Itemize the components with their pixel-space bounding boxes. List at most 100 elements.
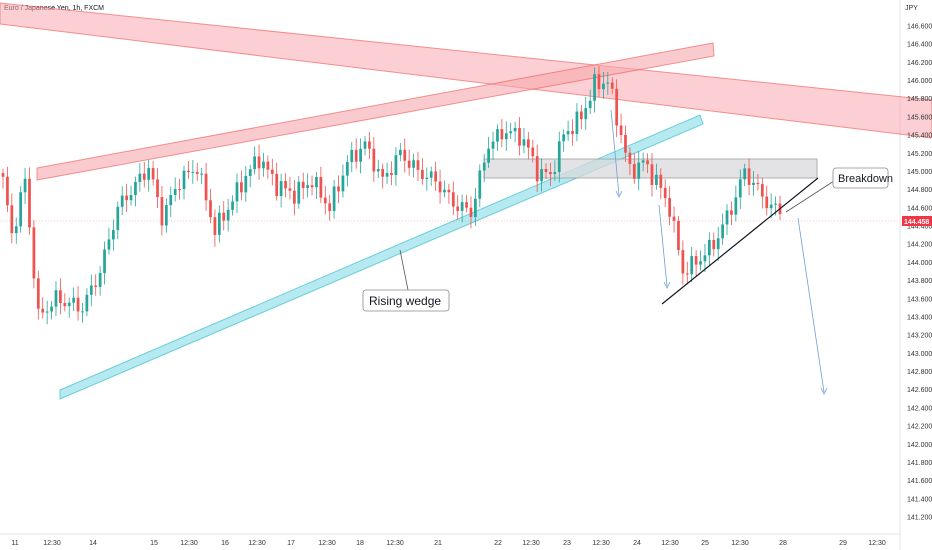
candle-down[interactable]: [610, 82, 614, 89]
candle-up[interactable]: [14, 226, 18, 234]
projection-arrow-1[interactable]: [610, 109, 620, 196]
candle-down[interactable]: [712, 239, 716, 250]
candle-down[interactable]: [526, 139, 530, 148]
candle-up[interactable]: [235, 182, 239, 202]
candle-up[interactable]: [588, 100, 592, 109]
candle-up[interactable]: [584, 108, 588, 120]
candle-down[interactable]: [500, 129, 504, 140]
candle-up[interactable]: [425, 177, 429, 179]
candle-up[interactable]: [721, 224, 724, 239]
candle-up[interactable]: [169, 195, 173, 206]
rising-wedge-callout-box[interactable]: [362, 289, 450, 312]
wedge-lower-band[interactable]: [59, 114, 704, 400]
candle-down[interactable]: [76, 297, 80, 312]
candle-down[interactable]: [646, 160, 649, 165]
candle-down[interactable]: [213, 217, 217, 235]
candle-up[interactable]: [566, 131, 570, 135]
candle-down[interactable]: [6, 176, 9, 206]
candle-up[interactable]: [164, 205, 168, 226]
candle-down[interactable]: [204, 173, 208, 201]
candle-up[interactable]: [253, 156, 257, 170]
candle-up[interactable]: [394, 155, 398, 175]
candle-up[interactable]: [262, 161, 265, 169]
candle-up[interactable]: [89, 285, 93, 295]
candle-up[interactable]: [637, 162, 641, 179]
candle-up[interactable]: [513, 128, 517, 132]
candle-up[interactable]: [341, 175, 345, 192]
candle-down[interactable]: [571, 131, 574, 134]
candle-down[interactable]: [270, 169, 274, 174]
candle-up[interactable]: [690, 256, 694, 275]
candle-down[interactable]: [756, 182, 760, 185]
candle-down[interactable]: [677, 220, 680, 251]
candle-up[interactable]: [460, 202, 464, 211]
candle-up[interactable]: [359, 148, 362, 162]
candle-up[interactable]: [553, 172, 557, 175]
candle-up[interactable]: [345, 162, 349, 176]
candle-down[interactable]: [319, 177, 323, 198]
candle-down[interactable]: [142, 173, 146, 180]
candle-up[interactable]: [655, 174, 658, 185]
candle-up[interactable]: [85, 294, 89, 312]
resistance-zone[interactable]: [483, 158, 818, 179]
candle-down[interactable]: [628, 152, 632, 164]
candle-down[interactable]: [59, 290, 62, 304]
candle-up[interactable]: [707, 239, 711, 256]
candle-up[interactable]: [279, 181, 283, 196]
candle-up[interactable]: [496, 129, 499, 142]
candle-up[interactable]: [487, 148, 490, 163]
candle-down[interactable]: [195, 171, 199, 174]
candle-down[interactable]: [160, 197, 164, 226]
candle-down[interactable]: [178, 189, 181, 191]
candle-up[interactable]: [562, 134, 566, 142]
candle-up[interactable]: [306, 185, 309, 188]
candle-down[interactable]: [730, 210, 733, 215]
candle-down[interactable]: [266, 161, 270, 170]
candle-up[interactable]: [72, 297, 76, 303]
candle-up[interactable]: [350, 149, 354, 163]
candle-up[interactable]: [412, 160, 415, 168]
breakdown-callout-box[interactable]: [832, 167, 889, 189]
candle-down[interactable]: [416, 160, 420, 170]
candle-up[interactable]: [297, 181, 301, 204]
candle-up[interactable]: [769, 204, 773, 209]
candle-up[interactable]: [716, 238, 720, 250]
candle-down[interactable]: [434, 171, 438, 182]
candle-up[interactable]: [593, 74, 596, 101]
candle-down[interactable]: [407, 160, 411, 168]
candle-down[interactable]: [275, 173, 279, 196]
candle-up[interactable]: [699, 261, 702, 265]
candle-down[interactable]: [209, 200, 212, 218]
candle-up[interactable]: [19, 192, 23, 227]
candle-up[interactable]: [50, 306, 53, 312]
candle-up[interactable]: [248, 169, 252, 176]
candle-up[interactable]: [504, 133, 508, 140]
candle-up[interactable]: [443, 189, 446, 193]
candle-down[interactable]: [535, 156, 539, 182]
candle-down[interactable]: [659, 174, 663, 188]
candle-down[interactable]: [672, 216, 676, 221]
projection-arrow-2[interactable]: [658, 204, 668, 287]
candle-down[interactable]: [368, 141, 371, 149]
candle-down[interactable]: [301, 181, 305, 188]
candle-up[interactable]: [138, 173, 142, 182]
candle-down[interactable]: [36, 278, 40, 309]
candle-up[interactable]: [98, 272, 102, 287]
candle-down[interactable]: [337, 186, 340, 192]
candle-down[interactable]: [293, 190, 296, 204]
candle-down[interactable]: [531, 147, 535, 157]
candle-up[interactable]: [54, 290, 58, 307]
candle-down[interactable]: [94, 285, 98, 287]
candle-up[interactable]: [191, 171, 195, 173]
candle-down[interactable]: [63, 303, 67, 307]
candle-down[interactable]: [28, 178, 31, 228]
candle-down[interactable]: [632, 163, 636, 179]
candle-up[interactable]: [112, 229, 115, 240]
candle-down[interactable]: [465, 202, 468, 208]
candle-down[interactable]: [615, 88, 619, 126]
candle-down[interactable]: [447, 189, 451, 193]
candle-up[interactable]: [482, 162, 486, 171]
wedge-upper-band[interactable]: [36, 42, 715, 181]
candle-down[interactable]: [288, 188, 292, 191]
